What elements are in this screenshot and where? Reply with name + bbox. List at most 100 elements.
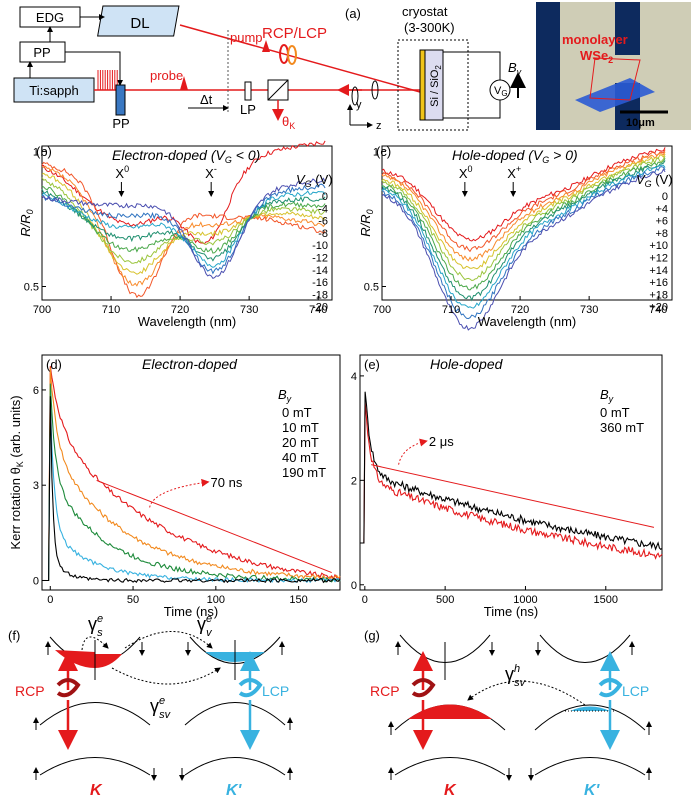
legend-title: VG (V) [296,172,333,189]
cryostat-range: (3-300K) [404,20,455,35]
panel-g-label: (g) [364,628,380,643]
y-tick-label-0: 1 [33,146,39,158]
x-axis-label: Time (ns) [484,604,538,619]
spectrum-series-4 [381,155,666,282]
rcp-icon [56,678,81,698]
y-tick-label-0: 0 [351,580,357,592]
substrate [424,49,444,121]
x-tick-label-2: 100 [207,594,225,606]
panel-label: (e) [364,357,380,372]
k-label: K [90,782,103,799]
panel-f: (f) RCP LCP γ [8,613,293,799]
legend-item-6: -14 [312,265,328,277]
pp-bottom-label: PP [112,116,129,131]
axes-icon: y z [347,99,382,132]
panel-b: 700 710 720 730 740 1 0.5 Wavelength (nm) R/R0 El… [18,140,333,329]
x-tick-label-1: 710 [102,304,120,316]
x-tick-label-0: 700 [33,304,51,316]
pump-beam [179,24,421,93]
rcp-icon-g [411,678,436,698]
legend-item-9: +20 [649,302,668,314]
legend-item-9: -20 [312,302,328,314]
y-axis-label: R/R0 [358,209,375,236]
legend-item-3: 40 mT [282,450,319,465]
kerr-series-0 [360,401,663,560]
annotation-label: 2 μs [429,434,454,449]
legend-item-5: -12 [312,253,328,265]
legend-item-0: 0 mT [282,405,312,420]
spectrum-series-6 [381,160,666,302]
kp-label: K' [226,782,243,799]
lcp-icon-g [598,678,623,698]
panel-title: Hole-doped [430,356,504,372]
y-axis-label: R/R0 [18,209,35,236]
x-tick-label-1: 500 [436,594,454,606]
legend-item-1: +4 [655,203,668,215]
legend-item-5: +12 [649,253,668,265]
sample-contact [419,49,426,121]
spectrum-series-0 [41,140,326,245]
y-tick-label-1: 2 [351,475,357,487]
panel-a: (a) EDG DL PP Ti:sapph PP pump probe RCP… [13,2,691,132]
gamma-v-label: γe v [197,613,213,639]
by-label: By [508,60,522,77]
gamma-sv-label: γe sv [150,695,172,721]
pp-label: PP [33,45,50,60]
axis-z-label: z [376,120,382,132]
kerr-series-4 [42,396,341,584]
x-tick-label-4: 740 [309,304,327,316]
spectrum-series-8 [381,166,666,320]
panel-f-label: (f) [8,628,20,643]
lens [371,80,379,100]
y-tick-label-0: 0 [33,575,39,587]
x-tick-label-2: 720 [171,304,189,316]
panel-title: Electron-doped [142,356,238,372]
x-axis-label: Wavelength (nm) [138,314,237,329]
spectrum-series-8 [41,183,326,275]
panel-title: Hole-doped (VG > 0) [452,147,578,165]
x-tick-label-1: 710 [442,304,460,316]
legend-item-1: 360 mT [600,420,644,435]
panel-label: (c) [376,144,391,159]
pulse-train [97,70,118,90]
panel-g: (g) RCP LCP γh sv K K' [364,628,652,799]
kerr-series-1 [360,391,663,551]
x-tick-label-3: 730 [240,304,258,316]
lcp-label: LCP [262,683,289,699]
cryostat-label: cryostat [402,4,448,19]
photo-label: monolayer [562,32,628,47]
legend-item-0: 0 mT [600,405,630,420]
kp-label-g: K' [584,782,601,799]
photo-label-2: WSe2 [580,48,613,65]
gamma-s-label: γe s [88,613,103,639]
dl-box [97,5,180,37]
x-tick-label-4: 740 [649,304,667,316]
y-tick-label-2: 4 [351,371,357,383]
spectrum-series-5 [381,158,666,291]
legend-item-3: +8 [655,228,668,240]
lcp-icon [238,678,263,698]
y-tick-label-1: 3 [33,480,39,492]
y-tick-label-2: 6 [33,385,39,397]
lcp-label-g: LCP [622,683,649,699]
legend-item-4: -10 [312,240,328,252]
x-tick-label-2: 1000 [513,594,537,606]
theta-k-label: θK [282,114,295,131]
legend-item-1: -4 [318,203,328,215]
gamma-sv-h-label: γh sv [505,663,527,689]
legend-title: VG (V) [636,172,673,189]
spectrum-series-7 [41,190,326,268]
legend-item-2: +6 [655,216,668,228]
circular-polarization-icon [279,44,297,65]
probe-label: probe [150,68,183,83]
spectrum-series-3 [381,153,666,270]
kerr-series-0 [42,366,341,582]
x-tick-label-1: 50 [127,594,139,606]
x-tick-label-3: 150 [289,594,307,606]
panel-title: Electron-doped (VG < 0) [112,147,260,165]
substrate-label: Si / SiO2 [429,65,443,107]
lens-2 [351,86,359,106]
plot-frame [41,354,341,591]
spectrum-series-0 [381,147,666,242]
